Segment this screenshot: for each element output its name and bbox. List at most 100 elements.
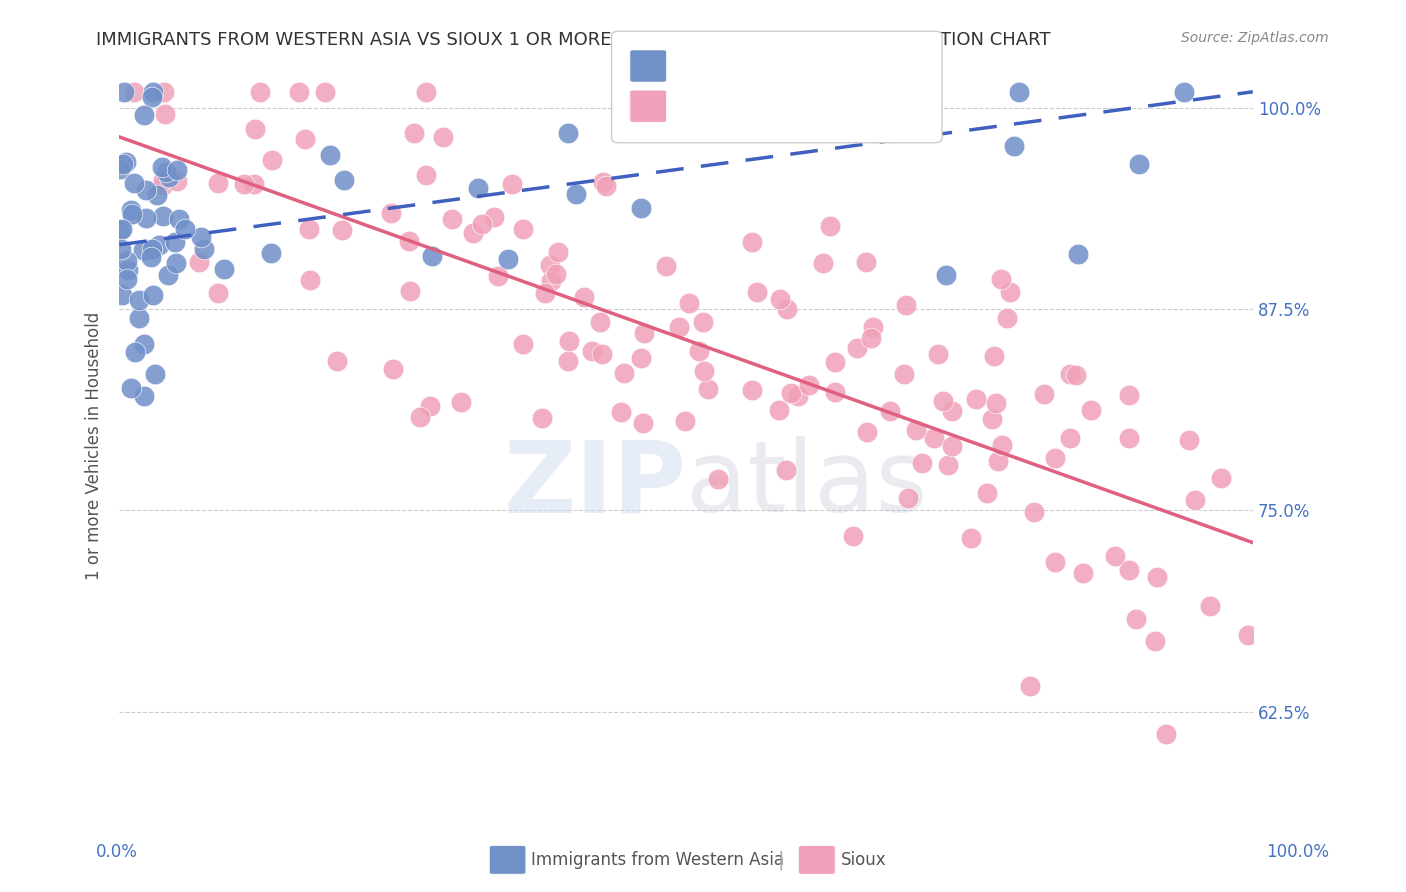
Point: [165, 256, 187, 270]
Point: [496, 252, 519, 267]
Point: [995, 311, 1018, 326]
Point: [540, 274, 562, 288]
Point: [153, 85, 176, 99]
Point: [111, 221, 134, 235]
Text: R =  0.192   N =  60: R = 0.192 N = 60: [675, 57, 842, 75]
Point: [326, 353, 349, 368]
Point: [152, 178, 174, 192]
Point: [159, 169, 181, 184]
Point: [484, 210, 506, 224]
Point: [233, 178, 256, 192]
Point: [512, 222, 534, 236]
Point: [984, 395, 1007, 409]
Point: [1146, 570, 1168, 584]
Point: [120, 381, 142, 395]
Point: [419, 399, 441, 413]
Point: [991, 438, 1014, 452]
Point: [546, 267, 568, 281]
Point: [557, 354, 579, 368]
Point: [983, 349, 1005, 363]
Point: [122, 176, 145, 190]
Point: [592, 176, 614, 190]
Point: [581, 344, 603, 359]
Point: [207, 176, 229, 190]
Point: [668, 320, 690, 334]
Point: [1008, 85, 1031, 99]
Point: [862, 319, 884, 334]
Point: [187, 254, 209, 268]
Point: [243, 178, 266, 192]
Point: [141, 242, 163, 256]
Point: [856, 425, 879, 439]
Point: [1019, 679, 1042, 693]
Point: [150, 161, 173, 175]
Point: [153, 107, 176, 121]
Point: [745, 285, 768, 299]
Point: [114, 85, 136, 99]
Point: [207, 285, 229, 300]
Point: [288, 86, 311, 100]
Point: [1144, 633, 1167, 648]
Point: [922, 431, 945, 445]
Point: [1032, 387, 1054, 401]
Point: [1118, 387, 1140, 401]
Point: [432, 129, 454, 144]
Point: [132, 108, 155, 122]
Point: [613, 366, 636, 380]
Point: [124, 344, 146, 359]
Point: [132, 337, 155, 351]
Point: [776, 302, 799, 317]
Point: [141, 89, 163, 103]
Point: [139, 250, 162, 264]
Y-axis label: 1 or more Vehicles in Household: 1 or more Vehicles in Household: [86, 312, 103, 580]
Point: [1022, 505, 1045, 519]
Point: [262, 153, 284, 168]
Point: [976, 485, 998, 500]
Point: [166, 163, 188, 178]
Point: [381, 362, 404, 376]
Point: [533, 286, 555, 301]
Point: [1156, 727, 1178, 741]
Point: [960, 531, 983, 545]
Point: [990, 272, 1012, 286]
Point: [486, 268, 509, 283]
Point: [135, 182, 157, 196]
Point: [965, 392, 987, 406]
Point: [538, 259, 561, 273]
Point: [1173, 85, 1195, 99]
Point: [547, 245, 569, 260]
Point: [380, 206, 402, 220]
Point: [111, 288, 134, 302]
Point: [707, 472, 730, 486]
Point: [630, 351, 652, 366]
Point: [846, 342, 869, 356]
Point: [741, 235, 763, 250]
Text: |: |: [778, 850, 783, 870]
Point: [1237, 628, 1260, 642]
Point: [409, 409, 432, 424]
Point: [769, 292, 792, 306]
Point: [1043, 555, 1066, 569]
Point: [122, 85, 145, 99]
Point: [146, 187, 169, 202]
Point: [402, 126, 425, 140]
Point: [156, 268, 179, 282]
Point: [152, 209, 174, 223]
Point: [249, 85, 271, 99]
Point: [1067, 246, 1090, 260]
Point: [678, 295, 700, 310]
Point: [1128, 157, 1150, 171]
Text: 100.0%: 100.0%: [1265, 843, 1329, 861]
Point: [115, 253, 138, 268]
Point: [399, 284, 422, 298]
Point: [260, 246, 283, 260]
Point: [190, 230, 212, 244]
Point: [143, 368, 166, 382]
Point: [630, 202, 652, 216]
Text: IMMIGRANTS FROM WESTERN ASIA VS SIOUX 1 OR MORE VEHICLES IN HOUSEHOLD CORRELATIO: IMMIGRANTS FROM WESTERN ASIA VS SIOUX 1 …: [96, 31, 1050, 49]
Point: [415, 85, 437, 99]
Point: [824, 355, 846, 369]
Point: [896, 298, 918, 312]
Point: [768, 403, 790, 417]
Point: [787, 389, 810, 403]
